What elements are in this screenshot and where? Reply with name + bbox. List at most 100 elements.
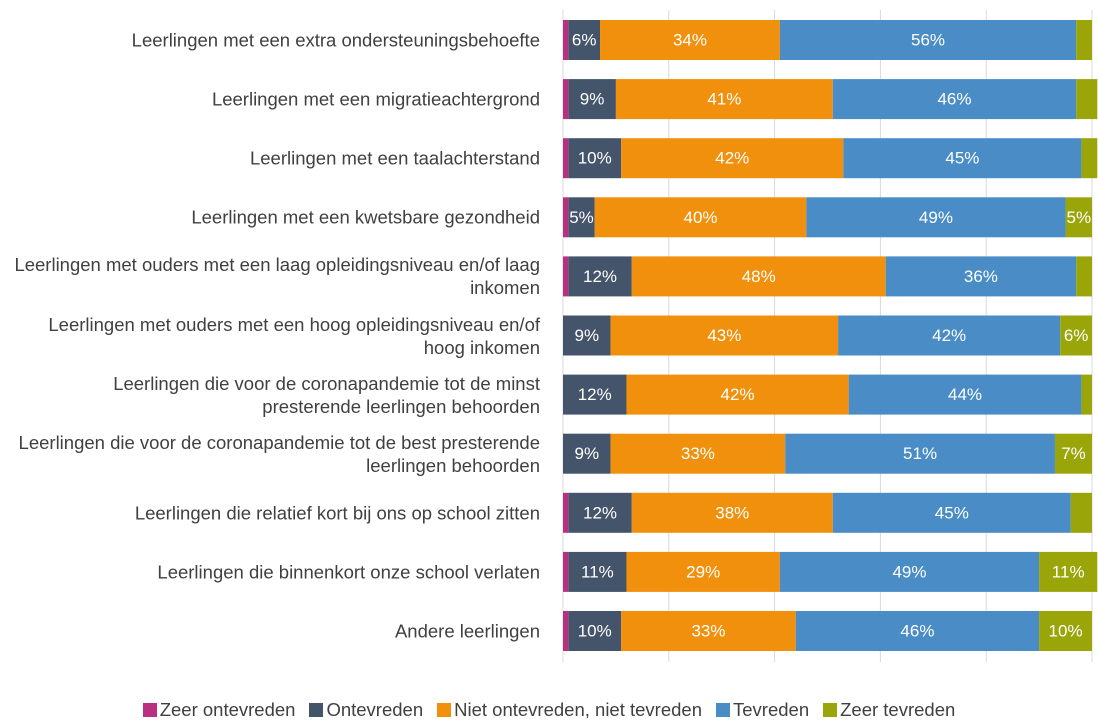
data-label: 42% bbox=[715, 149, 749, 168]
data-label: 11% bbox=[1052, 562, 1085, 581]
data-label: 10% bbox=[578, 621, 612, 640]
data-label: 42% bbox=[932, 326, 966, 345]
data-label: 45% bbox=[945, 149, 979, 168]
plot: 6% 34% 56% 9% 41% 46% 10% 42% 45% 5% 40% 49% 5% 12% 48… bbox=[562, 10, 1098, 662]
data-label: 9% bbox=[575, 326, 600, 345]
data-label: 34% bbox=[673, 30, 707, 49]
legend-item: Zeer tevreden bbox=[823, 700, 955, 720]
data-label: 12% bbox=[583, 503, 617, 522]
bar-segment bbox=[795, 611, 1040, 651]
data-label: 7% bbox=[1061, 444, 1086, 463]
bar-segment bbox=[832, 492, 1071, 533]
bar-segment bbox=[1076, 79, 1098, 120]
legend-label: Zeer ontevreden bbox=[159, 699, 296, 720]
data-label: 49% bbox=[892, 562, 926, 581]
bar-segment bbox=[885, 256, 1077, 297]
legend-swatch bbox=[823, 703, 838, 717]
data-label: 41% bbox=[707, 90, 741, 109]
data-label: 44% bbox=[948, 385, 982, 404]
legend-swatch bbox=[309, 703, 324, 717]
bar-segment bbox=[563, 197, 569, 238]
bar-segment bbox=[563, 79, 569, 120]
bar-segment bbox=[621, 138, 844, 179]
data-label: 10% bbox=[1049, 621, 1083, 640]
legend-label: Zeer tevreden bbox=[840, 699, 956, 720]
bar-segment bbox=[785, 433, 1055, 474]
data-label: 12% bbox=[583, 267, 617, 286]
category-label: Leerlingen die relatief kort bij ons op … bbox=[134, 502, 540, 524]
bar-segment bbox=[838, 315, 1061, 356]
data-label: 5% bbox=[1066, 208, 1091, 227]
legend-item: Niet ontevreden, niet tevreden bbox=[437, 700, 702, 720]
legend: Zeer ontevreden Ontevreden Niet ontevreden… bbox=[0, 700, 1098, 720]
category-label: Leerlingen die voor de coronapandemie to… bbox=[113, 372, 540, 417]
category-label: Leerlingen die voor de coronapandemie to… bbox=[18, 431, 540, 476]
bar-segment bbox=[563, 315, 611, 356]
data-label: 5% bbox=[569, 208, 594, 227]
bar-segment bbox=[568, 138, 622, 179]
bar-segment bbox=[594, 197, 807, 238]
bar-segment bbox=[563, 433, 611, 474]
data-label: 40% bbox=[684, 208, 718, 227]
category-label: Leerlingen met ouders met een laag oplei… bbox=[14, 254, 540, 299]
bar-segment bbox=[1081, 138, 1098, 179]
bar-segment bbox=[1076, 256, 1092, 297]
legend-swatch bbox=[142, 703, 157, 717]
data-label: 36% bbox=[964, 267, 998, 286]
bar-segment bbox=[631, 256, 886, 297]
data-label: 33% bbox=[681, 444, 715, 463]
bar-segment bbox=[848, 374, 1082, 415]
data-label: 12% bbox=[578, 385, 612, 404]
legend-item: Ontevreden bbox=[309, 700, 423, 720]
bar-segment bbox=[600, 20, 780, 60]
bar-segment bbox=[568, 197, 595, 238]
category-label: Leerlingen met ouders met een hoog oplei… bbox=[48, 313, 540, 358]
data-label: 42% bbox=[721, 385, 755, 404]
category-label: Leerlingen die binnenkort onze school ve… bbox=[157, 561, 540, 583]
data-label: 9% bbox=[575, 444, 600, 463]
bar-segment bbox=[1081, 374, 1092, 415]
bar-segment bbox=[806, 197, 1066, 238]
bar-segment bbox=[626, 374, 849, 415]
bar-segment bbox=[563, 611, 569, 651]
bar-segment bbox=[568, 551, 627, 592]
bar-segment bbox=[1054, 433, 1092, 474]
bar-segment bbox=[832, 79, 1077, 120]
data-label: 6% bbox=[572, 30, 597, 49]
legend-item: Zeer ontevreden bbox=[142, 699, 296, 720]
data-label: 46% bbox=[900, 621, 934, 640]
data-label: 45% bbox=[935, 503, 969, 522]
category-label: Leerlingen met een kwetsbare gezondheid bbox=[191, 206, 540, 228]
category-label: Andere leerlingen bbox=[394, 620, 540, 642]
data-label: 11% bbox=[581, 562, 614, 581]
legend-label: Niet ontevreden, niet tevreden bbox=[454, 699, 702, 720]
data-label: 10% bbox=[578, 149, 612, 168]
bar-segment bbox=[615, 79, 833, 120]
data-label: 33% bbox=[691, 621, 725, 640]
legend-label: Ontevreden bbox=[326, 699, 424, 720]
bar-segment bbox=[568, 79, 616, 120]
data-label: 9% bbox=[580, 90, 605, 109]
data-label: 51% bbox=[903, 444, 937, 463]
bar-segment bbox=[843, 138, 1082, 179]
bar-segment bbox=[1076, 20, 1092, 60]
data-label: 49% bbox=[919, 208, 953, 227]
category-label: Leerlingen met een extra ondersteuningsb… bbox=[131, 29, 540, 51]
category-label: Leerlingen met een taalachterstand bbox=[249, 147, 540, 169]
bar-segment bbox=[563, 374, 627, 415]
bar-segment bbox=[568, 20, 601, 60]
bar-segment bbox=[631, 492, 833, 533]
bar-segment bbox=[568, 256, 632, 297]
data-label: 46% bbox=[937, 90, 971, 109]
bar-segment bbox=[1039, 611, 1092, 651]
data-label: 43% bbox=[707, 326, 741, 345]
legend-item: Tevreden bbox=[716, 700, 809, 720]
data-label: 29% bbox=[686, 562, 720, 581]
bar-segment bbox=[1070, 492, 1092, 533]
bar-segment bbox=[563, 138, 569, 179]
data-label: 48% bbox=[742, 267, 776, 286]
bar-segment bbox=[1039, 551, 1098, 592]
data-label: 56% bbox=[911, 30, 945, 49]
bar-segment bbox=[626, 551, 780, 592]
